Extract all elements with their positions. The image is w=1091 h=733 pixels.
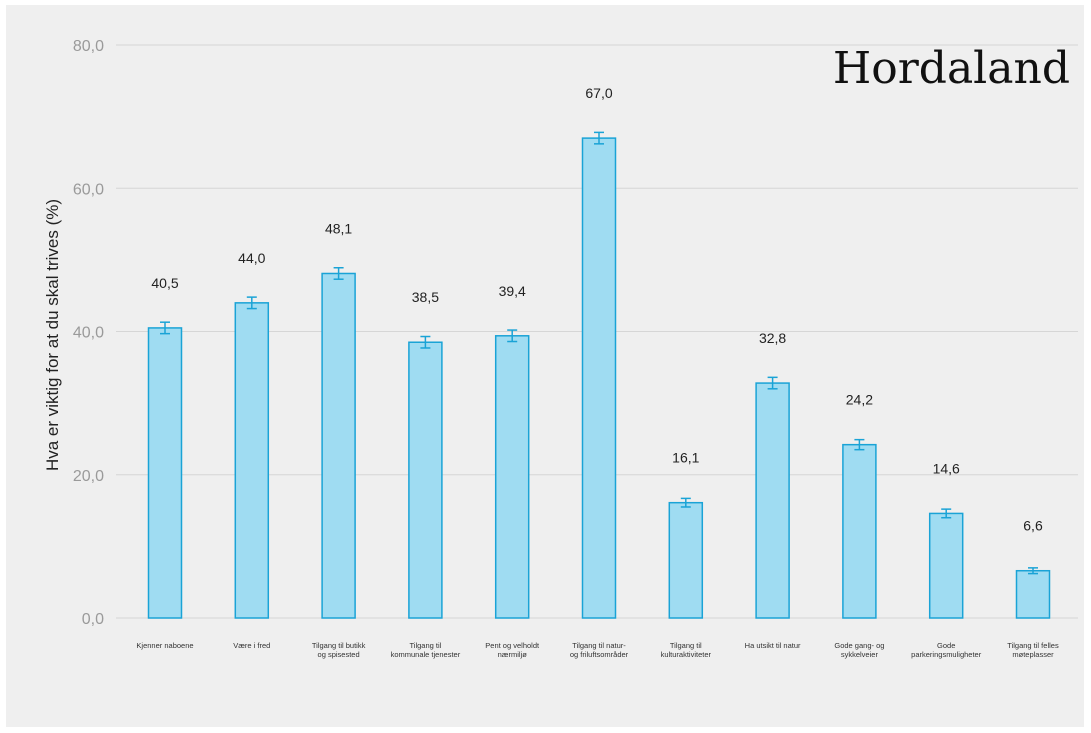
bar	[668, 501, 704, 619]
bar	[842, 443, 877, 619]
category-label: Gode parkeringsmuligheter	[911, 641, 982, 659]
value-label: 38,5	[412, 289, 439, 305]
category-label: Gode gang- og sykkelveier	[834, 641, 884, 659]
bar	[928, 512, 964, 619]
category-label: Tilgang til felles møteplasser	[1007, 641, 1059, 659]
y-tick-label: 40,0	[73, 325, 104, 342]
error-bar	[941, 508, 952, 519]
category-label: Ha utsikt til natur	[745, 641, 801, 650]
category-label: Kjenner naboene	[136, 641, 193, 650]
category-label: Pent og velholdt nærmiljø	[485, 641, 540, 659]
bar-chart: 0,0 20,0 40,0 60,0 80,0 40,5 44,0 48,1 38,5 39,4…	[43, 38, 1078, 659]
y-tick-label: 60,0	[73, 181, 104, 198]
category-labels: Kjenner naboene Være i fred Tilgang til bu…	[136, 641, 1059, 659]
bar	[1015, 569, 1051, 619]
error-bar	[160, 321, 170, 335]
chart-title: Hordaland	[832, 43, 1070, 94]
error-bar	[1028, 567, 1038, 575]
value-label: 14,6	[933, 460, 960, 476]
bar	[234, 302, 270, 619]
category-label: Tilgang til kommunale tjenester	[391, 641, 461, 659]
bar	[581, 137, 617, 619]
category-label: Tilgang til kulturaktiviteter	[661, 641, 712, 659]
value-label: 6,6	[1023, 518, 1043, 534]
category-label: Tilgang til butikk og spisested	[312, 641, 366, 659]
value-label: 48,1	[325, 220, 352, 236]
chart-panel: Hordaland 0,0 20,0 40,0 60,0 80,0 40,5 44,0 48…	[6, 5, 1084, 727]
error-bar	[246, 296, 257, 310]
error-bar	[767, 376, 778, 390]
value-label: 40,5	[151, 275, 178, 291]
category-label: Være i fred	[233, 641, 270, 650]
value-label: 44,0	[238, 250, 265, 266]
error-bar	[333, 267, 344, 280]
value-label: 67,0	[585, 85, 612, 101]
bar	[147, 327, 183, 619]
y-axis-label: Hva er viktig for at du skal trives (%)	[43, 199, 62, 471]
y-tick-label: 0,0	[82, 611, 104, 628]
bar	[755, 382, 790, 619]
error-bar	[680, 497, 691, 508]
error-bar	[594, 131, 604, 145]
bar	[321, 272, 356, 619]
y-tick-label: 20,0	[73, 468, 104, 485]
y-tick-labels: 0,0 20,0 40,0 60,0 80,0	[73, 38, 104, 628]
y-tick-label: 80,0	[73, 38, 104, 55]
value-label: 24,2	[846, 392, 873, 408]
category-label: Tilgang til natur-og friluftsområder	[570, 641, 629, 659]
error-bar	[854, 438, 865, 451]
bar	[494, 335, 530, 619]
bars	[147, 137, 1051, 619]
value-labels: 40,5 44,0 48,1 38,5 39,4 67,0 16,1 32,8 24,2 14,6…	[151, 85, 1043, 534]
error-bar	[507, 329, 518, 343]
error-bars	[160, 131, 1038, 575]
error-bar	[420, 335, 431, 349]
value-label: 39,4	[499, 283, 526, 299]
value-label: 32,8	[759, 330, 786, 346]
bar	[408, 341, 443, 619]
value-label: 16,1	[672, 450, 699, 466]
